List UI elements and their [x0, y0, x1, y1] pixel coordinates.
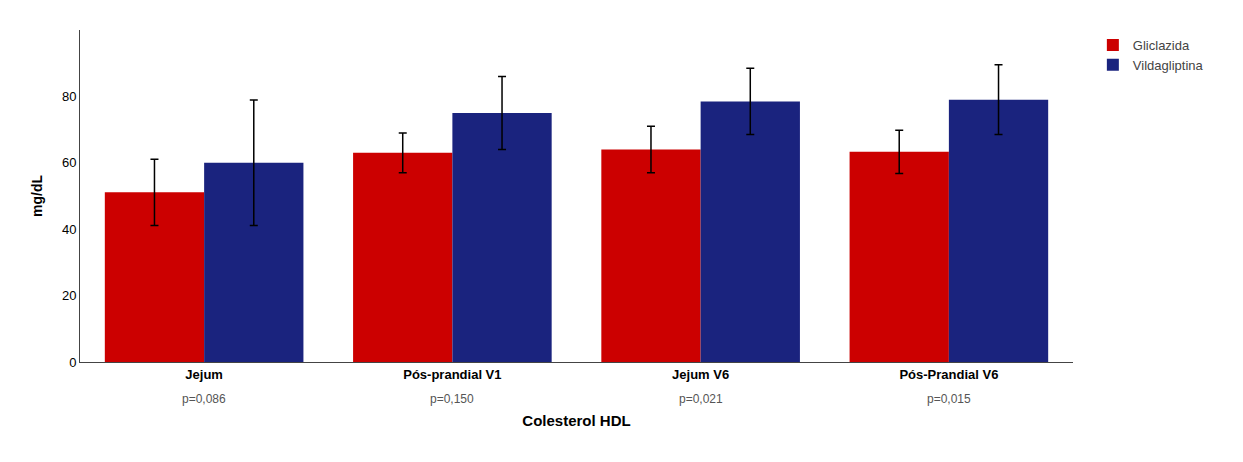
- svg-text:Jejum V6: Jejum V6: [672, 367, 729, 382]
- svg-text:0: 0: [69, 355, 76, 370]
- svg-text:60: 60: [62, 155, 76, 170]
- svg-text:mg/dL: mg/dL: [29, 175, 45, 217]
- svg-text:80: 80: [62, 89, 76, 104]
- svg-text:Colesterol HDL: Colesterol HDL: [522, 412, 630, 429]
- svg-text:Pós-prandial V1: Pós-prandial V1: [403, 367, 501, 382]
- svg-text:p=0,021: p=0,021: [679, 392, 723, 406]
- svg-text:Gliclazida: Gliclazida: [1133, 38, 1190, 53]
- svg-text:p=0,150: p=0,150: [430, 392, 474, 406]
- svg-text:p=0,086: p=0,086: [182, 392, 226, 406]
- svg-text:Jejum: Jejum: [185, 367, 223, 382]
- svg-text:40: 40: [62, 222, 76, 237]
- svg-text:p=0,015: p=0,015: [927, 392, 971, 406]
- svg-text:Vildagliptina: Vildagliptina: [1133, 58, 1204, 73]
- svg-text:Pós-Prandial V6: Pós-Prandial V6: [899, 367, 998, 382]
- svg-text:20: 20: [62, 288, 76, 303]
